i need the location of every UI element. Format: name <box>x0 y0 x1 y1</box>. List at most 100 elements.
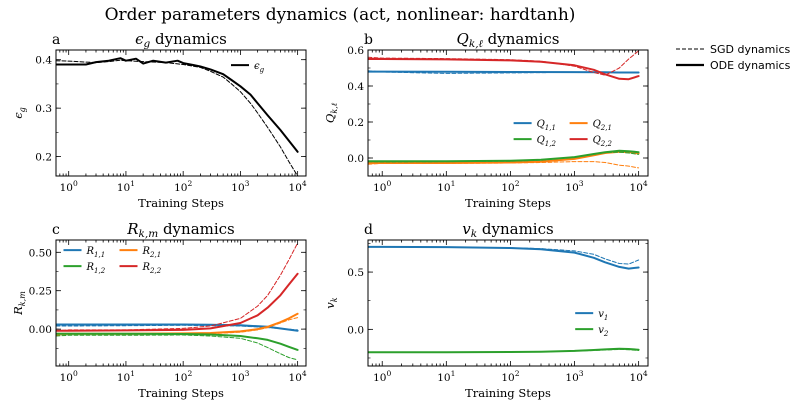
y-axis-label-group: ϵg <box>11 107 27 119</box>
y-tick-label: 0.0 <box>347 153 364 165</box>
panel-letter: b <box>364 32 373 48</box>
series-line-v2-sgd <box>368 348 640 353</box>
series-line-r12-ode <box>56 332 299 351</box>
legend-label: Q1,1 <box>537 119 556 132</box>
y-tick-label: 0.4 <box>347 81 364 93</box>
y-axis-label: Rk,m <box>11 291 27 316</box>
series-line-v1-sgd <box>368 246 640 265</box>
panel-letter: a <box>52 32 60 48</box>
series-line-ϵ_g-sgd <box>56 59 299 176</box>
x-tick-label: 104 <box>630 369 648 384</box>
panel-c: 100 101 102 103 104 0.00 0.25 0.50c Rk,m dynamic… <box>11 220 307 400</box>
x-tick-label: 103 <box>565 369 583 384</box>
y-tick-label: 0.00 <box>29 324 52 336</box>
series-line-v1-ode <box>368 245 640 270</box>
x-tick-label: 101 <box>437 179 455 194</box>
legend-label: R1,1 <box>86 246 106 259</box>
legend-label: R2,2 <box>142 262 162 275</box>
x-tick-label: 102 <box>174 179 192 194</box>
legend-label: Q2,1 <box>593 119 612 132</box>
series-line-q22-sgd <box>368 50 640 76</box>
y-tick-label: 0.2 <box>347 117 364 129</box>
x-tick-label: 100 <box>60 369 78 384</box>
panel-letter: c <box>52 222 60 238</box>
series-line-r12-sgd <box>56 334 299 361</box>
series-line-q11-sgd <box>368 70 640 74</box>
x-tick-label: 100 <box>373 179 391 194</box>
legend-ode-label: ODE dynamics <box>710 59 791 72</box>
series-line-ϵ_g-ode <box>56 57 299 153</box>
y-axis-label-group: Rk,m <box>11 291 27 316</box>
x-tick-label: 104 <box>630 179 648 194</box>
series-line-q22-ode <box>368 58 640 81</box>
x-tick-label: 100 <box>373 369 391 384</box>
series-line-q12-ode <box>368 149 640 163</box>
series-line-r11-ode <box>56 323 299 332</box>
series-group <box>56 242 299 361</box>
x-tick-label: 104 <box>289 369 307 384</box>
series-group <box>56 57 299 176</box>
x-tick-label: 103 <box>231 179 249 194</box>
x-tick-label: 104 <box>289 179 307 194</box>
y-tick-label: 0.3 <box>35 103 52 115</box>
legend-label: v2 <box>598 325 609 338</box>
panel-title: Qk,ℓ dynamics <box>457 30 560 50</box>
series-group <box>368 245 640 354</box>
axes-frame <box>367 49 649 177</box>
x-axis-label: Training Steps <box>465 196 551 210</box>
series-line-q12-sgd <box>368 151 640 163</box>
figure-legend: SGD dynamics ODE dynamics <box>676 43 791 72</box>
axes-frame <box>367 239 649 367</box>
y-tick-label: 0.0 <box>347 324 364 336</box>
y-axis-label-group: vk <box>323 297 339 309</box>
legend-label: Q1,2 <box>537 135 557 148</box>
panel-b: 100 101 102 103 104 0.0 0.2 0.4 0.6b Qk,ℓ dynamic… <box>323 30 649 210</box>
x-tick-label: 103 <box>231 369 249 384</box>
series-line-r22-sgd <box>56 242 299 332</box>
legend-label: v1 <box>598 309 608 322</box>
panel-legend: ϵg <box>231 61 265 74</box>
y-axis-label-group: Qk,ℓ <box>323 102 339 123</box>
x-tick-label: 100 <box>60 179 78 194</box>
legend-label: R1,2 <box>86 262 106 275</box>
x-axis-label: Training Steps <box>138 196 224 210</box>
panel-letter: d <box>364 222 373 238</box>
series-group <box>368 50 640 169</box>
x-tick-label: 101 <box>437 369 455 384</box>
y-axis-label: ϵg <box>11 107 27 119</box>
x-tick-label: 101 <box>117 179 135 194</box>
figure-title: Order parameters dynamics (act, nonlinea… <box>105 5 576 25</box>
x-tick-label: 102 <box>501 179 519 194</box>
series-line-q21-sgd <box>368 161 640 169</box>
legend-label: R2,1 <box>142 246 162 259</box>
y-tick-label: 0.5 <box>347 267 364 279</box>
legend-sgd-label: SGD dynamics <box>710 43 790 56</box>
x-tick-label: 103 <box>565 179 583 194</box>
panel-a: 100 101 102 103 104 0.2 0.3 0.4a ϵg dynamics Trai… <box>11 30 307 210</box>
x-tick-label: 102 <box>174 369 192 384</box>
legend-label: Q2,2 <box>593 135 613 148</box>
x-axis-label: Training Steps <box>138 386 224 400</box>
y-tick-label: 0.50 <box>29 247 52 259</box>
y-axis-label: vk <box>323 297 339 309</box>
panel-title: ϵg dynamics <box>135 30 227 50</box>
y-axis-label: Qk,ℓ <box>323 102 339 123</box>
axes-frame <box>55 239 307 367</box>
y-tick-label: 0.2 <box>35 152 52 164</box>
x-axis-label: Training Steps <box>465 386 551 400</box>
axes-frame <box>55 49 307 177</box>
x-tick-label: 102 <box>501 369 519 384</box>
y-tick-label: 0.25 <box>29 286 52 298</box>
panel-legend: R1,1 R2,1 R1,2 R2,2 <box>63 246 162 275</box>
panel-title: Rk,m dynamics <box>126 220 235 240</box>
panel-d: 100 101 102 103 104 0.0 0.5 d vk dynamics Trainin… <box>323 220 649 400</box>
panel-title: vk dynamics <box>462 220 553 240</box>
y-tick-label: 0.6 <box>347 45 364 57</box>
series-line-r22-ode <box>56 272 299 332</box>
y-tick-label: 0.4 <box>35 55 52 67</box>
legend-label: ϵg <box>254 61 265 74</box>
panel-legend: Q1,1 Q2,1 Q1,2 Q2,2 <box>513 119 613 148</box>
x-tick-label: 101 <box>117 369 135 384</box>
